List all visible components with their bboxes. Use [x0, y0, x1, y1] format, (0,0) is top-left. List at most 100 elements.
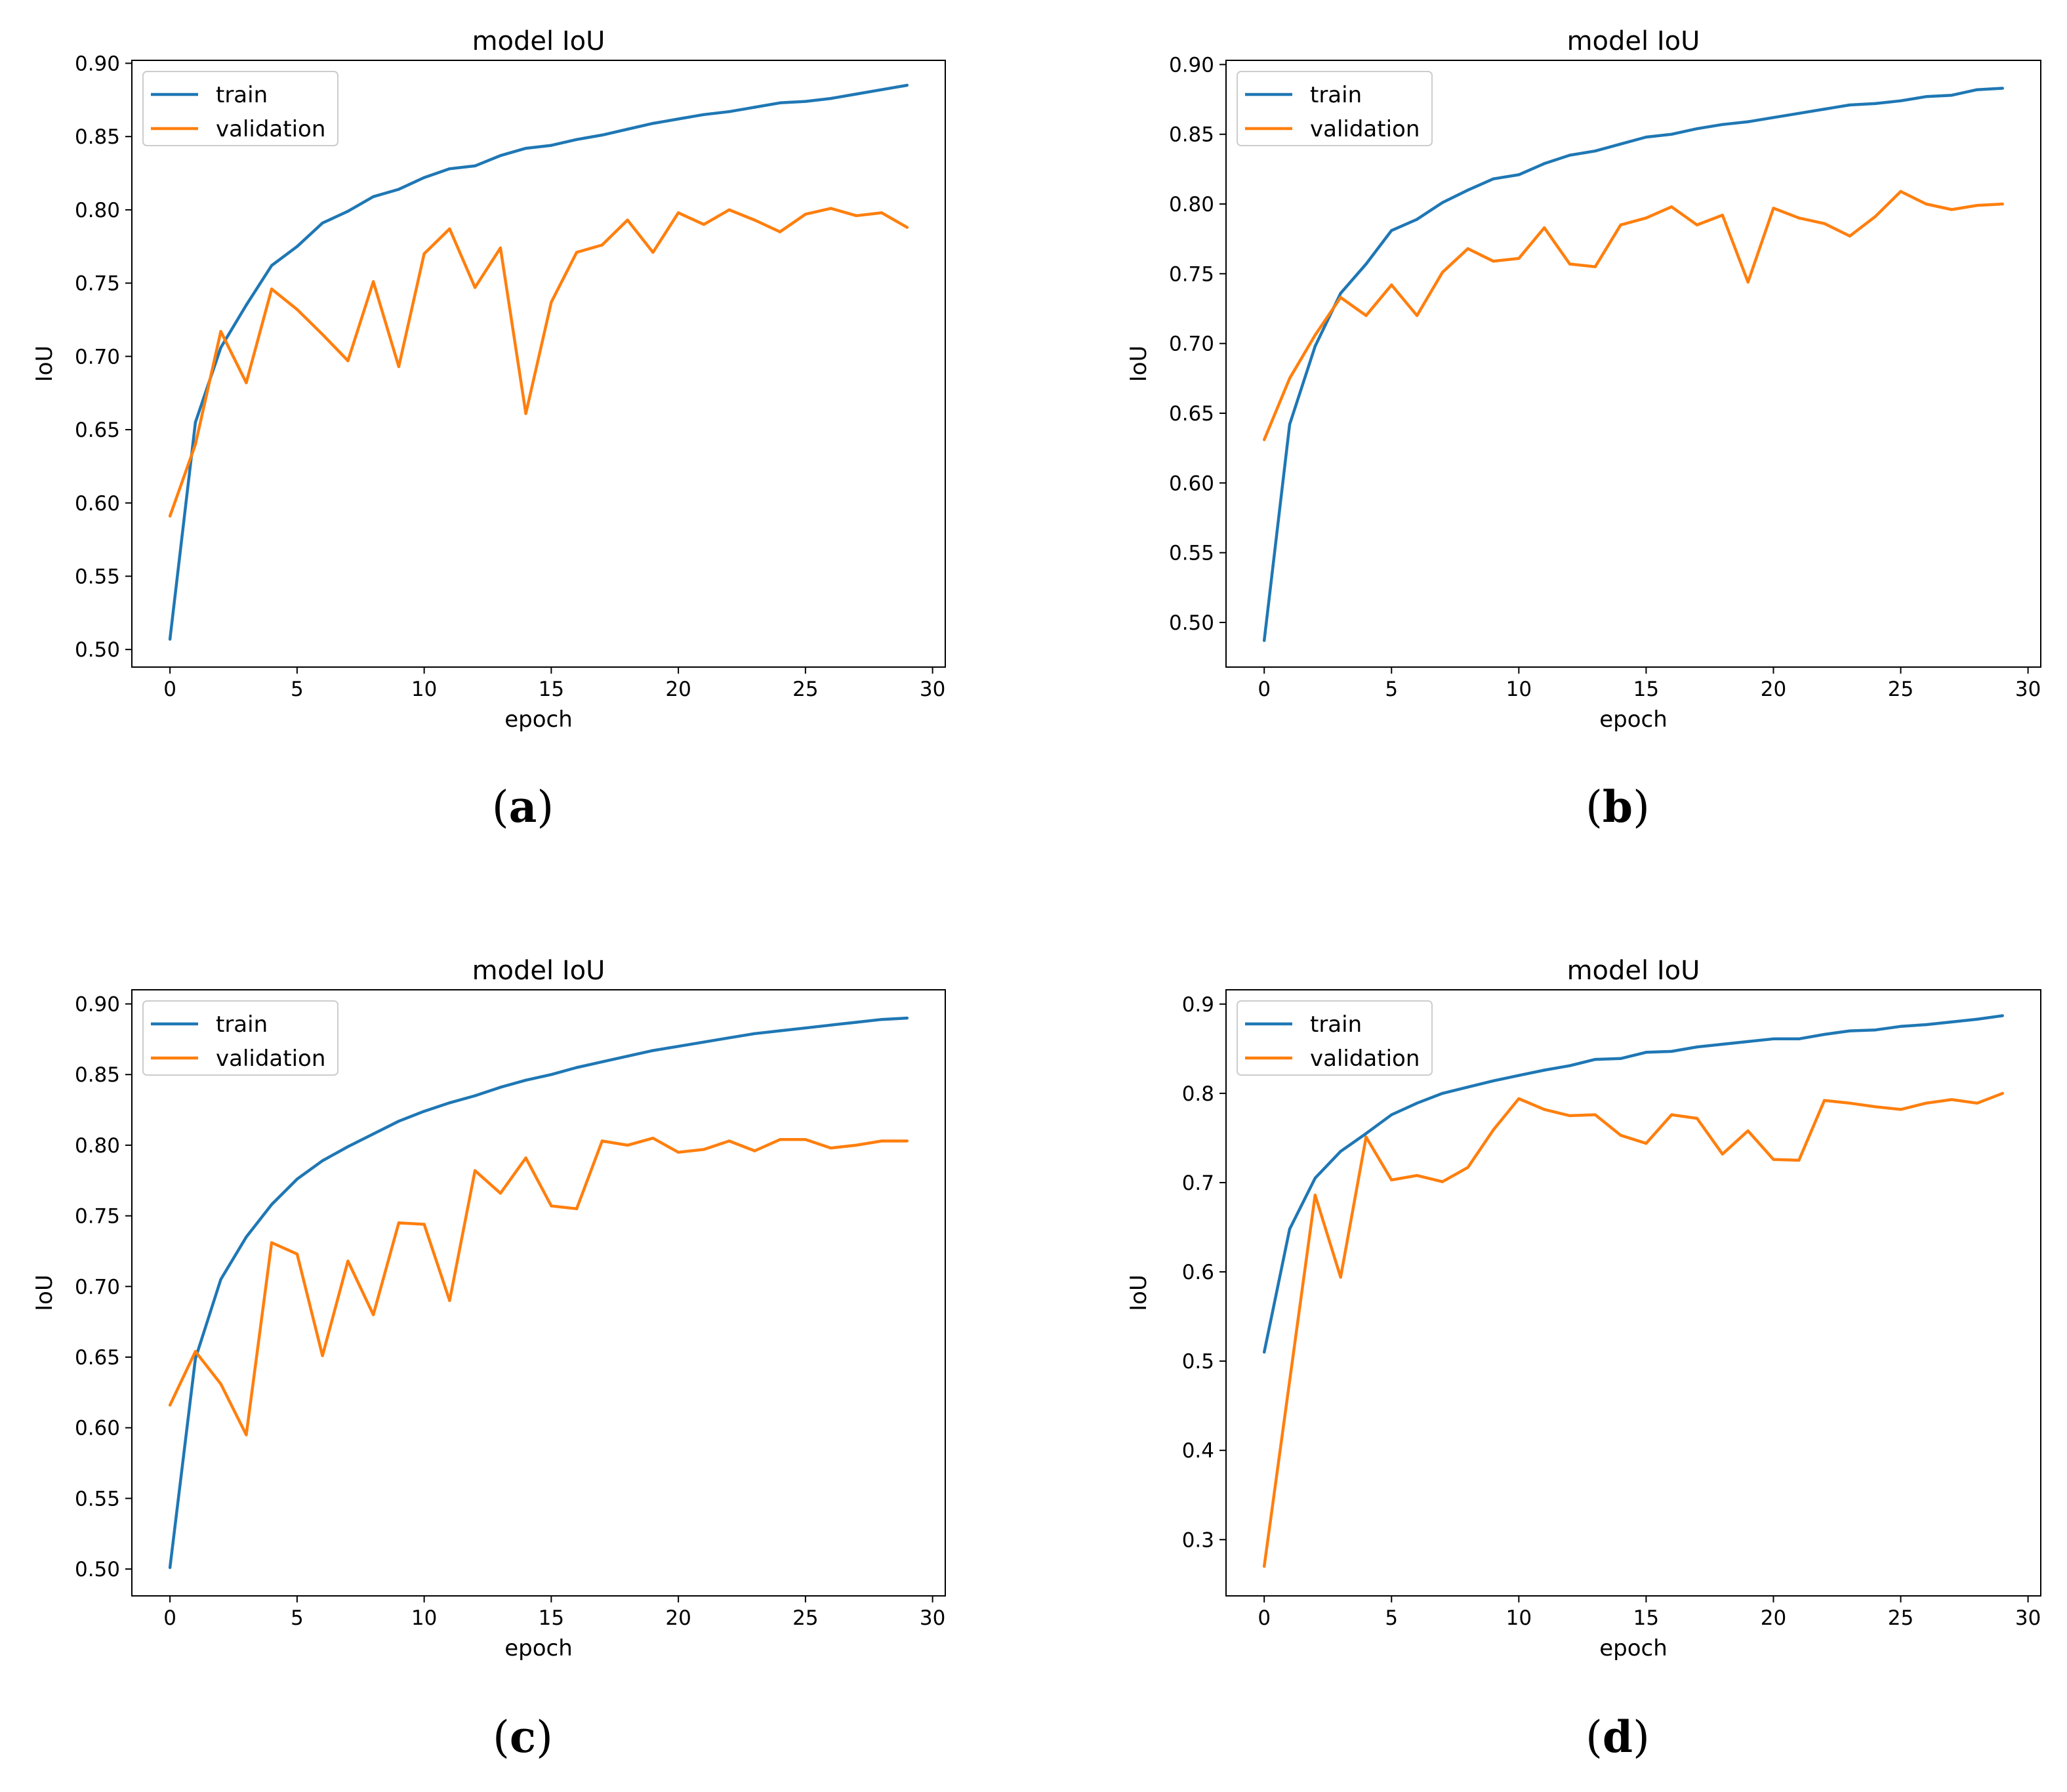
data-point-validation — [1619, 223, 1622, 227]
data-point-validation — [2001, 1091, 2004, 1095]
data-point-train — [1313, 344, 1317, 348]
data-point-train — [1619, 1057, 1622, 1060]
legend: train validation — [1237, 1000, 1433, 1076]
data-point-train — [1746, 120, 1750, 123]
plot-frame — [131, 989, 946, 1597]
data-point-train — [626, 127, 629, 131]
data-point-validation — [727, 1139, 731, 1143]
data-point-train — [1517, 173, 1521, 176]
y-tick-label: 0.85 — [1169, 123, 1214, 147]
y-axis-label: IoU — [1126, 1274, 1152, 1311]
data-point-validation — [778, 1138, 782, 1141]
x-tick-label: 15 — [1633, 1606, 1659, 1630]
data-point-validation — [422, 252, 426, 256]
data-point-train — [1390, 1113, 1393, 1116]
data-point-validation — [1466, 1166, 1469, 1170]
x-tick-label: 20 — [665, 678, 691, 701]
data-point-train — [1746, 1040, 1750, 1044]
data-point-validation — [524, 412, 527, 415]
y-tick-label: 0.65 — [75, 1346, 120, 1370]
x-axis-label: epoch — [1599, 1635, 1668, 1661]
y-tick-label: 0.9 — [1182, 993, 1214, 1017]
data-point-validation — [1568, 262, 1572, 266]
plot-frame — [131, 60, 946, 668]
data-point-validation — [676, 1151, 680, 1154]
data-point-train — [676, 117, 680, 121]
y-tick-label: 0.7 — [1182, 1171, 1214, 1195]
y-axis-label: IoU — [31, 346, 58, 382]
series-line-validation — [1263, 190, 2003, 441]
data-point-train — [1288, 1227, 1292, 1231]
data-point-train — [600, 1060, 604, 1064]
panel-caption: (d) — [1586, 1711, 1650, 1762]
data-point-train — [1873, 1028, 1877, 1032]
data-point-train — [1950, 93, 1954, 97]
y-tick-label: 0.6 — [1182, 1261, 1214, 1284]
data-point-train — [1925, 1023, 1928, 1027]
data-point-validation — [1263, 438, 1266, 441]
data-point-validation — [346, 359, 350, 363]
data-point-train — [575, 1066, 579, 1069]
x-tick-label: 5 — [291, 1606, 304, 1630]
data-point-train — [1593, 1057, 1597, 1061]
data-point-validation — [1950, 1098, 1954, 1101]
data-point-validation — [448, 227, 451, 231]
data-point-validation — [1441, 271, 1444, 274]
data-point-validation — [1670, 1113, 1673, 1116]
data-point-train — [1975, 1017, 1979, 1021]
data-point-train — [219, 1278, 222, 1281]
chart-panel-b: model IoU 0 5 10 15 20 25 30 0.50 0.55 0.60 0.65 0.7… — [1126, 26, 2041, 832]
data-point-validation — [1848, 1101, 1852, 1105]
data-point-validation — [321, 333, 324, 336]
data-point-train — [1263, 1351, 1266, 1354]
data-point-train — [1772, 115, 1775, 119]
data-point-validation — [499, 246, 502, 250]
y-tick-label: 0.70 — [75, 345, 120, 369]
data-point-train — [651, 121, 655, 125]
data-point-train — [1542, 1069, 1546, 1072]
data-point-validation — [245, 1433, 248, 1436]
data-point-train — [575, 138, 579, 141]
data-point-train — [1339, 291, 1342, 295]
data-point-train — [499, 154, 502, 157]
y-tick-label: 0.90 — [75, 993, 120, 1017]
series-line-validation — [168, 207, 909, 517]
y-tick-label: 0.90 — [1169, 53, 1214, 77]
y-axis-label: IoU — [1126, 346, 1152, 382]
data-point-validation — [1925, 1101, 1928, 1105]
data-point-train — [1542, 162, 1546, 165]
data-point-validation — [1645, 216, 1648, 220]
data-point-validation — [829, 1147, 832, 1150]
data-point-train — [194, 420, 197, 424]
data-point-validation — [600, 1139, 604, 1143]
data-point-train — [524, 1078, 527, 1082]
data-point-validation — [168, 514, 172, 518]
data-point-train — [1466, 188, 1469, 192]
data-point-train — [550, 1073, 553, 1076]
data-point-validation — [676, 211, 680, 214]
data-point-validation — [626, 218, 629, 222]
data-point-train — [1848, 103, 1852, 107]
data-point-train — [1619, 142, 1622, 146]
data-point-train — [473, 1094, 477, 1097]
data-point-train — [397, 1120, 401, 1123]
data-point-train — [1848, 1029, 1852, 1032]
data-point-validation — [397, 365, 401, 369]
data-point-validation — [1313, 1193, 1317, 1197]
data-point-train — [1364, 1131, 1368, 1135]
data-point-train — [702, 1040, 706, 1044]
legend-label-validation: validation — [216, 116, 325, 142]
data-point-train — [371, 1132, 375, 1135]
data-point-train — [829, 1023, 832, 1027]
data-point-validation — [575, 251, 579, 254]
y-tick-label: 0.80 — [1169, 193, 1214, 216]
legend: train validation — [142, 1000, 338, 1076]
data-point-validation — [1695, 223, 1699, 227]
data-point-validation — [1542, 1108, 1546, 1111]
y-tick-label: 0.50 — [1169, 611, 1214, 635]
x-tick-label: 15 — [539, 1606, 564, 1630]
legend: train validation — [142, 71, 338, 146]
data-point-train — [702, 113, 706, 116]
data-point-validation — [1390, 283, 1393, 287]
data-point-validation — [855, 214, 858, 218]
